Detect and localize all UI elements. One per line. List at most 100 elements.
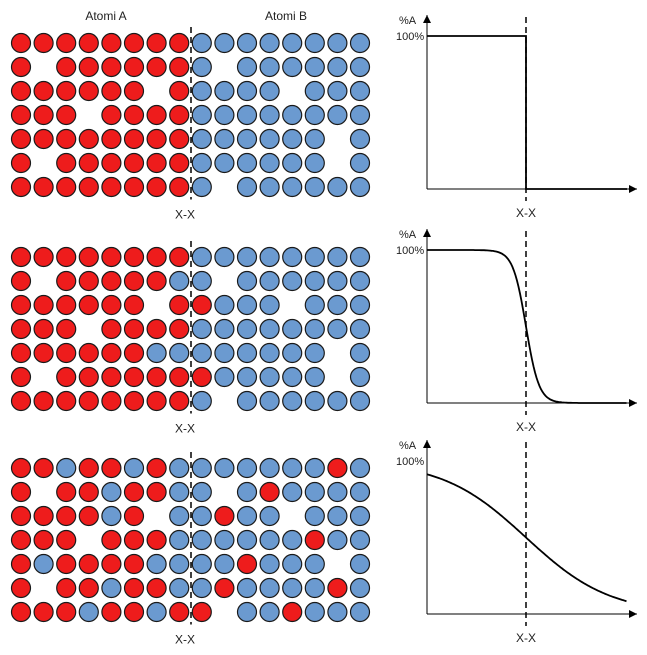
atom-b xyxy=(214,294,235,316)
atom-a xyxy=(10,56,32,78)
y-axis-label: %A xyxy=(399,229,417,241)
atom-grid xyxy=(10,246,371,412)
atom-a xyxy=(56,246,77,268)
atom-a xyxy=(169,56,190,78)
atom-a xyxy=(123,176,145,198)
y-tick-100: 100% xyxy=(396,245,424,257)
cut-label: X-X xyxy=(175,208,195,222)
atom-a xyxy=(169,152,190,174)
atom-a xyxy=(78,270,99,292)
atom-b xyxy=(282,56,303,78)
atom-b xyxy=(259,128,280,150)
atom-b xyxy=(191,270,212,292)
header-atoms-b: Atomi B xyxy=(265,9,307,23)
atom-b xyxy=(214,152,235,174)
atom-a xyxy=(101,128,122,150)
atom-b xyxy=(282,270,303,292)
atom-b xyxy=(259,366,280,388)
atom-b xyxy=(214,318,235,340)
atom-a xyxy=(146,366,167,388)
y-axis-arrow xyxy=(423,229,431,237)
atom-a xyxy=(10,294,32,316)
atom-a xyxy=(327,457,348,479)
atom-b xyxy=(214,457,235,479)
atom-a xyxy=(101,529,122,551)
atom-b xyxy=(123,457,145,479)
atom-b xyxy=(304,104,325,126)
atom-a xyxy=(10,32,32,54)
atom-a xyxy=(123,366,145,388)
atom-b xyxy=(214,366,235,388)
atom-b xyxy=(169,553,190,575)
atom-b xyxy=(349,529,371,551)
atom-a xyxy=(101,152,122,174)
atom-b xyxy=(56,457,77,479)
atom-a xyxy=(56,176,77,198)
atom-b xyxy=(191,553,212,575)
y-tick-100: 100% xyxy=(396,31,424,43)
atom-a xyxy=(33,104,54,126)
atom-a xyxy=(123,390,145,412)
x-axis-arrow xyxy=(629,399,637,407)
atom-b xyxy=(304,390,325,412)
header-atoms-a: Atomi A xyxy=(85,9,126,23)
atom-b xyxy=(259,390,280,412)
atom-a xyxy=(10,366,32,388)
atom-a xyxy=(123,246,145,268)
atom-b xyxy=(327,176,348,198)
atom-b xyxy=(349,342,371,364)
atom-a xyxy=(10,128,32,150)
atom-b xyxy=(282,152,303,174)
atom-b xyxy=(349,505,371,527)
cut-label: X-X xyxy=(175,422,195,436)
atom-b xyxy=(282,104,303,126)
atom-a xyxy=(123,481,145,503)
atom-b xyxy=(169,270,190,292)
atom-a xyxy=(33,505,54,527)
atom-a xyxy=(123,342,145,364)
atom-a xyxy=(78,505,99,527)
atom-b xyxy=(236,128,258,150)
atom-a xyxy=(78,128,99,150)
atom-a xyxy=(10,246,32,268)
y-axis-label: %A xyxy=(399,440,417,452)
atom-a xyxy=(123,577,145,599)
atom-a xyxy=(169,32,190,54)
atom-b xyxy=(259,601,280,623)
atom-b xyxy=(327,80,348,102)
atom-b xyxy=(236,390,258,412)
profile-chart xyxy=(423,15,637,201)
atom-b xyxy=(214,246,235,268)
atom-b xyxy=(349,128,371,150)
atom-b xyxy=(101,505,122,527)
atom-b xyxy=(349,104,371,126)
atom-b xyxy=(304,318,325,340)
atom-a xyxy=(123,553,145,575)
atom-b xyxy=(349,56,371,78)
atom-a xyxy=(123,505,145,527)
atom-b xyxy=(349,270,371,292)
atom-a xyxy=(101,318,122,340)
atom-a xyxy=(56,318,77,340)
atom-b xyxy=(327,270,348,292)
atom-a xyxy=(101,270,122,292)
atom-a xyxy=(56,481,77,503)
atom-a xyxy=(10,505,32,527)
panel-1 xyxy=(10,15,637,201)
atom-b xyxy=(259,342,280,364)
atom-a xyxy=(169,318,190,340)
atom-a xyxy=(123,32,145,54)
atom-b xyxy=(214,32,235,54)
atom-b xyxy=(191,56,212,78)
atom-a xyxy=(123,529,145,551)
atom-a xyxy=(146,246,167,268)
atom-b xyxy=(349,246,371,268)
atom-b xyxy=(304,342,325,364)
atom-a xyxy=(169,128,190,150)
atom-a xyxy=(56,342,77,364)
atom-b xyxy=(259,294,280,316)
atom-b xyxy=(304,128,325,150)
atom-b xyxy=(33,553,54,575)
atom-grid xyxy=(10,32,371,198)
atom-a xyxy=(78,246,99,268)
